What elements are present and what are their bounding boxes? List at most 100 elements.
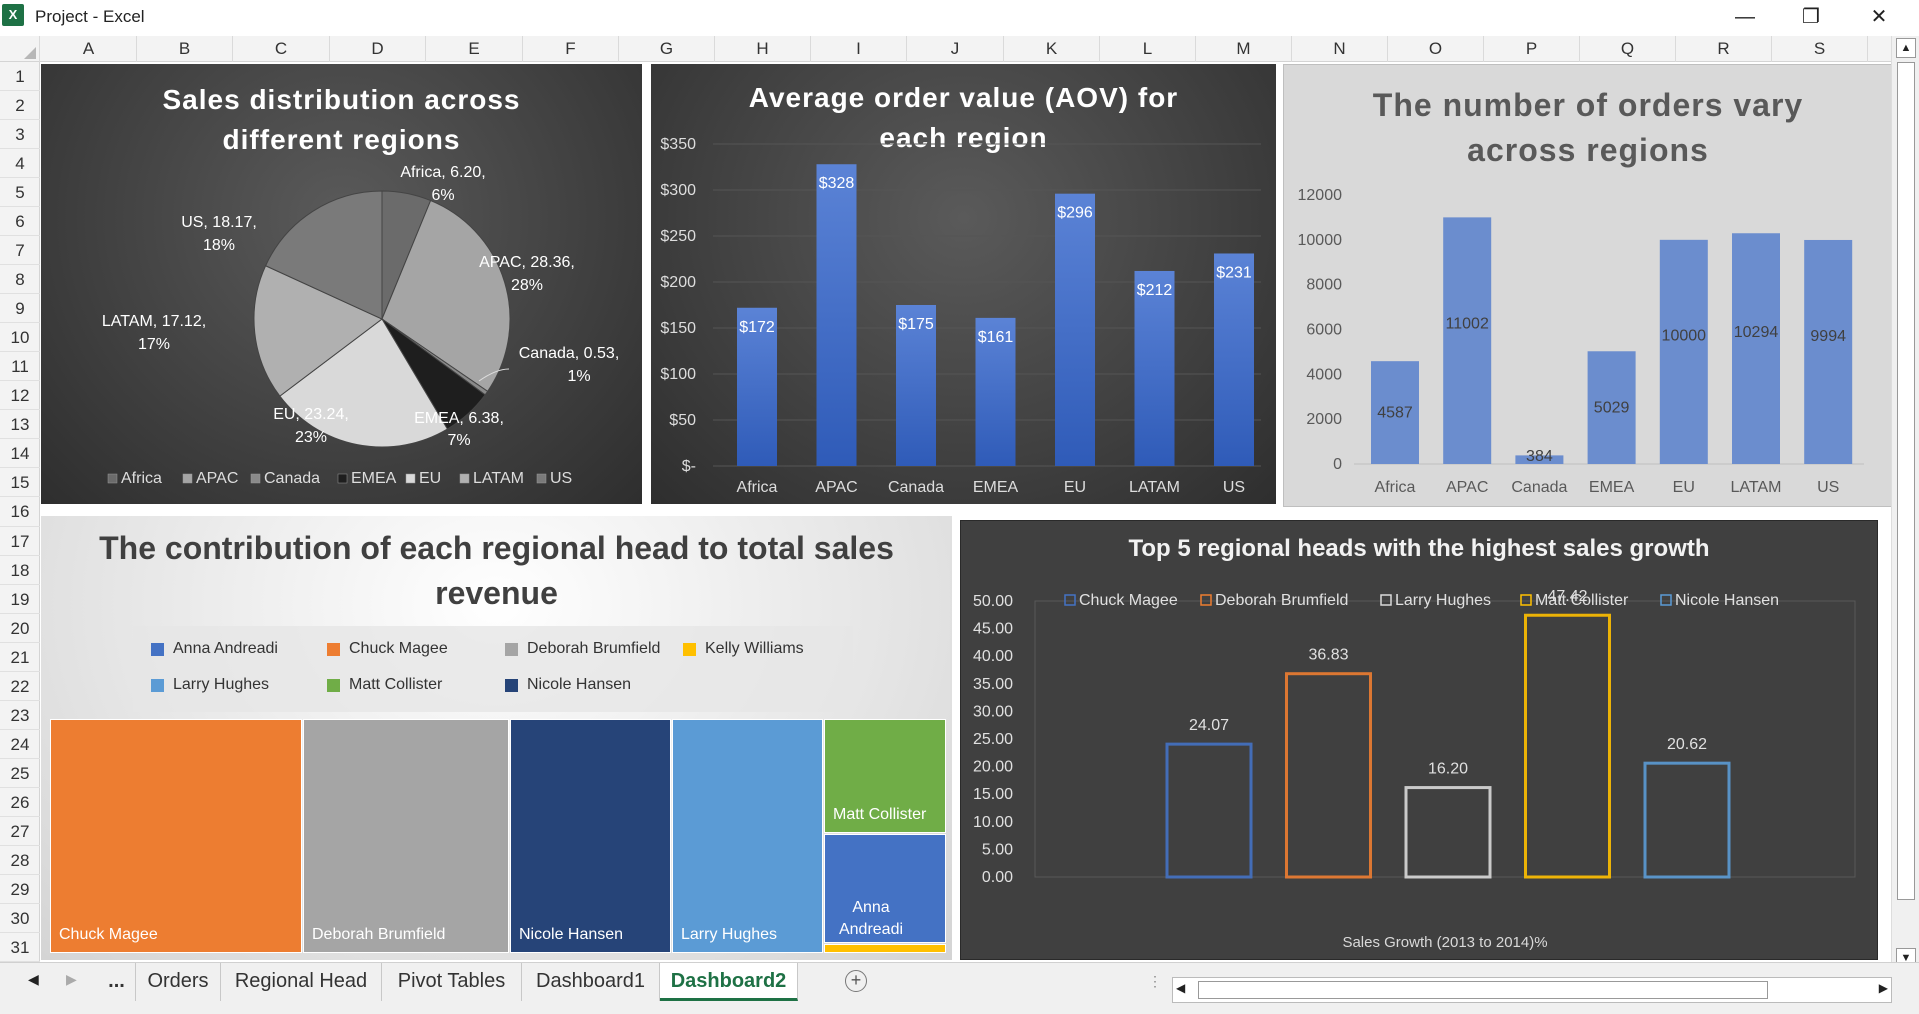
tab-scroll-right-icon[interactable]: ▶ <box>66 971 77 987</box>
pie-data-label: EMEA, 6.38, <box>414 410 504 427</box>
row-header-28[interactable]: 28 <box>0 846 40 875</box>
column-header-k[interactable]: K <box>1004 36 1100 62</box>
pie-chart-panel[interactable]: Sales distribution across different regi… <box>41 64 642 504</box>
tab-split-handle-icon[interactable]: ⋮ <box>1148 973 1162 989</box>
hscroll-right-arrow-icon[interactable]: ▶ <box>1878 981 1888 995</box>
row-header-17[interactable]: 17 <box>0 527 40 556</box>
close-button[interactable]: ✕ <box>1870 6 1888 28</box>
aov-chart-panel[interactable]: Average order value (AOV) for each regio… <box>651 64 1276 504</box>
scroll-up-arrow-icon[interactable]: ▲ <box>1896 38 1916 58</box>
row-header-30[interactable]: 30 <box>0 904 40 933</box>
row-header-21[interactable]: 21 <box>0 643 40 672</box>
aov-y-tick: $250 <box>660 228 696 245</box>
orders-data-label: 10000 <box>1662 328 1707 345</box>
tab-regional-head[interactable]: Regional Head <box>221 963 382 1001</box>
treemap-chart-panel[interactable]: The contribution of each regional head t… <box>41 516 952 960</box>
growth-bar-chuck-magee <box>1165 742 1253 879</box>
column-header-q[interactable]: Q <box>1580 36 1676 62</box>
row-header-13[interactable]: 13 <box>0 410 40 440</box>
column-header-b[interactable]: B <box>137 36 233 62</box>
column-header-d[interactable]: D <box>330 36 426 62</box>
growth-y-tick: 0.00 <box>982 869 1013 886</box>
growth-y-tick: 30.00 <box>973 703 1013 720</box>
growth-y-tick: 20.00 <box>973 759 1013 776</box>
growth-chart-panel[interactable]: Top 5 regional heads with the highest sa… <box>960 520 1878 960</box>
row-header-23[interactable]: 23 <box>0 701 40 730</box>
tab-scroll-left-icon[interactable]: ◀ <box>28 971 39 987</box>
pie-data-label: 1% <box>567 368 590 385</box>
column-header-c[interactable]: C <box>233 36 330 62</box>
hscroll-thumb[interactable] <box>1198 981 1768 999</box>
aov-data-label: $296 <box>1057 205 1093 222</box>
row-header-29[interactable]: 29 <box>0 875 40 904</box>
row-header-26[interactable]: 26 <box>0 788 40 817</box>
row-header-2[interactable]: 2 <box>0 91 40 121</box>
select-all-corner[interactable] <box>0 36 40 62</box>
horizontal-scrollbar[interactable]: ◀ ▶ <box>1172 977 1892 1003</box>
minimize-button[interactable]: — <box>1735 6 1755 28</box>
row-header-24[interactable]: 24 <box>0 730 40 759</box>
row-header-8[interactable]: 8 <box>0 265 40 295</box>
tab-pivot-tables[interactable]: Pivot Tables <box>382 963 522 1001</box>
column-header-p[interactable]: P <box>1484 36 1580 62</box>
row-header-12[interactable]: 12 <box>0 381 40 411</box>
restore-button[interactable]: ❐ <box>1802 6 1820 28</box>
row-header-11[interactable]: 11 <box>0 352 40 382</box>
add-sheet-icon[interactable]: + <box>845 970 867 992</box>
column-header-a[interactable]: A <box>41 36 137 62</box>
pie-data-label: 6% <box>431 187 454 204</box>
pie-data-label: 18% <box>203 237 235 254</box>
row-header-22[interactable]: 22 <box>0 672 40 701</box>
aov-bar-emea <box>975 317 1016 466</box>
column-header-e[interactable]: E <box>426 36 523 62</box>
column-header-n[interactable]: N <box>1292 36 1388 62</box>
aov-data-label: $175 <box>898 316 934 333</box>
scroll-thumb[interactable] <box>1897 62 1915 900</box>
row-header-10[interactable]: 10 <box>0 323 40 353</box>
row-header-20[interactable]: 20 <box>0 614 40 643</box>
orders-bar-canada <box>1515 455 1564 464</box>
column-header-h[interactable]: H <box>715 36 811 62</box>
row-header-14[interactable]: 14 <box>0 439 40 469</box>
treemap-legend-swatch <box>151 679 164 692</box>
row-header-19[interactable]: 19 <box>0 585 40 614</box>
column-header-s[interactable]: S <box>1772 36 1868 62</box>
row-header-15[interactable]: 15 <box>0 468 40 498</box>
row-header-25[interactable]: 25 <box>0 759 40 788</box>
aov-data-label: $212 <box>1137 282 1173 299</box>
row-header-4[interactable]: 4 <box>0 149 40 179</box>
column-header-g[interactable]: G <box>619 36 715 62</box>
tab-dashboard1[interactable]: Dashboard1 <box>522 963 660 1001</box>
column-header-o[interactable]: O <box>1388 36 1484 62</box>
row-header-5[interactable]: 5 <box>0 178 40 208</box>
tab-more[interactable]: ... <box>98 963 136 1001</box>
hscroll-left-arrow-icon[interactable]: ◀ <box>1176 981 1186 995</box>
growth-y-tick: 35.00 <box>973 676 1013 693</box>
column-header-m[interactable]: M <box>1196 36 1292 62</box>
row-header-1[interactable]: 1 <box>0 62 40 92</box>
treemap-box-label: Larry Hughes <box>681 926 778 943</box>
vertical-scrollbar[interactable]: ▲ ▼ <box>1891 36 1919 976</box>
worksheet-grid[interactable]: Sales distribution across different regi… <box>41 62 1893 962</box>
row-header-31[interactable]: 31 <box>0 933 40 962</box>
column-header-i[interactable]: I <box>811 36 907 62</box>
row-header-6[interactable]: 6 <box>0 207 40 237</box>
row-header-7[interactable]: 7 <box>0 236 40 266</box>
row-header-16[interactable]: 16 <box>0 497 40 527</box>
treemap-box-kelly-williams <box>824 944 946 953</box>
tab-dashboard2[interactable]: Dashboard2 <box>660 963 798 1001</box>
column-header-l[interactable]: L <box>1100 36 1196 62</box>
tab-orders[interactable]: Orders <box>136 963 221 1001</box>
column-header-r[interactable]: R <box>1676 36 1772 62</box>
row-header-27[interactable]: 27 <box>0 817 40 846</box>
row-header-18[interactable]: 18 <box>0 556 40 585</box>
growth-legend-label: Deborah Brumfield <box>1215 592 1348 609</box>
pie-data-label: Africa, 6.20, <box>400 164 485 181</box>
column-header-f[interactable]: F <box>523 36 619 62</box>
row-header-3[interactable]: 3 <box>0 120 40 150</box>
row-header-9[interactable]: 9 <box>0 294 40 324</box>
column-header-j[interactable]: J <box>907 36 1004 62</box>
orders-chart-panel[interactable]: The number of orders vary across regions… <box>1283 64 1893 507</box>
growth-y-tick: 15.00 <box>973 786 1013 803</box>
treemap-legend-swatch <box>327 679 340 692</box>
